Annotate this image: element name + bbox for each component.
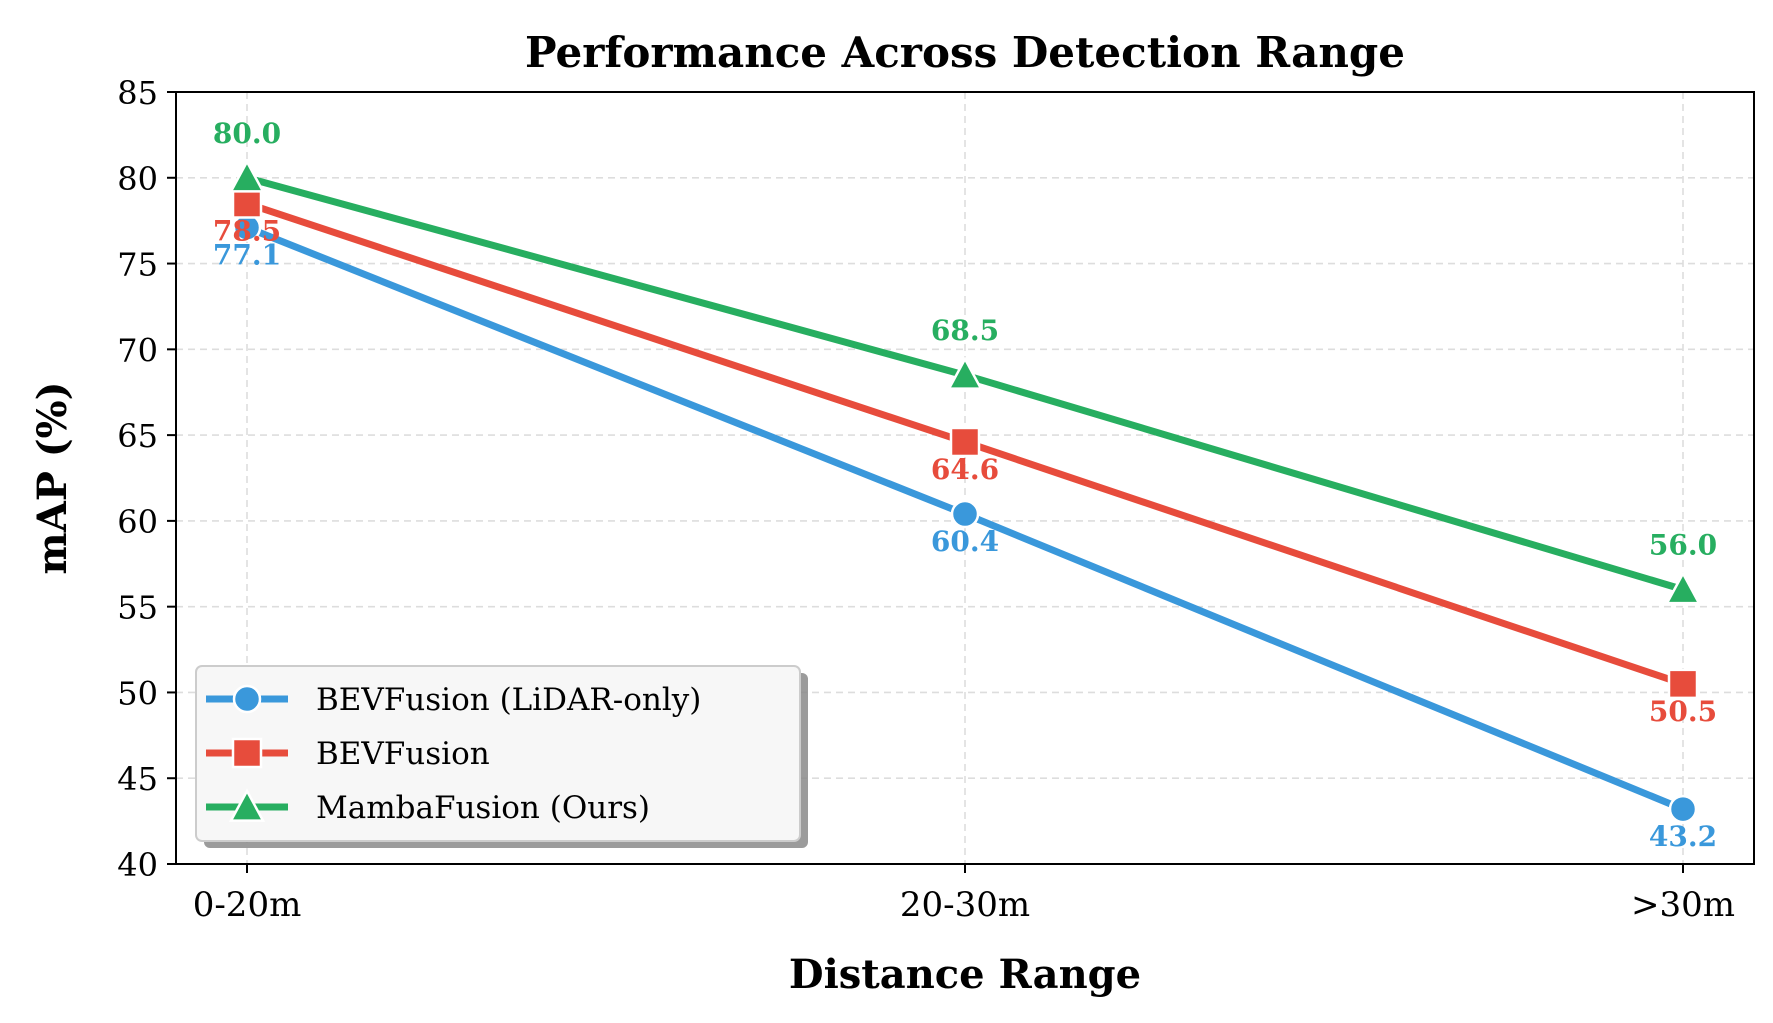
data-label: 56.0	[1649, 529, 1717, 562]
legend-box	[195, 665, 801, 842]
y-tick-label: 45	[117, 760, 158, 798]
data-point-marker	[1668, 794, 1698, 824]
y-tick-label: 55	[117, 589, 158, 627]
data-label: 60.4	[931, 525, 999, 558]
data-label: 78.5	[213, 215, 281, 248]
axis-ticks: 40 45 50 55 60 65 70 75 80 85 0-20m 20-30m >30m	[117, 74, 1735, 925]
y-tick-label: 60	[117, 503, 158, 541]
data-point-marker	[1667, 668, 1699, 700]
y-tick-label: 80	[117, 160, 158, 198]
series-0: 77.1 60.4 43.2	[213, 213, 1717, 853]
data-point-marker	[228, 159, 266, 193]
x-axis-label: Distance Range	[789, 951, 1141, 998]
data-label: 80.0	[213, 117, 281, 150]
series-1: 78.5 64.6 50.5	[213, 188, 1717, 728]
legend-label: MambaFusion (Ours)	[316, 790, 650, 826]
y-tick-label: 75	[117, 246, 158, 284]
y-tick-label: 70	[117, 331, 158, 369]
grid	[176, 92, 1754, 864]
y-tick-label: 50	[117, 674, 158, 712]
y-tick-label: 40	[117, 846, 158, 884]
legend-items: BEVFusion (LiDAR-only) BEVFusion MambaFusi…	[206, 682, 701, 826]
data-point-marker	[946, 356, 984, 390]
legend-label: BEVFusion	[316, 736, 490, 772]
legend-marker	[232, 684, 262, 714]
data-point-marker	[1664, 570, 1702, 605]
data-point-marker	[949, 426, 981, 458]
x-tick-label: 0-20m	[193, 885, 302, 925]
data-label: 77.1	[213, 239, 281, 272]
data-point-marker	[950, 499, 980, 529]
legend-label: BEVFusion (LiDAR-only)	[316, 682, 701, 718]
data-label: 50.5	[1649, 695, 1717, 728]
x-tick-label: 20-30m	[900, 885, 1030, 925]
series-layer: 77.1 60.4 43.2 78.5 64.6 50.5 80.0 68.5 56.0	[213, 117, 1717, 853]
y-tick-label: 65	[117, 417, 158, 455]
legend: BEVFusion (LiDAR-only) BEVFusion MambaFusi…	[195, 665, 808, 848]
y-axis-label: mAP (%)	[29, 381, 76, 574]
y-tick-label: 85	[117, 74, 158, 112]
data-point-marker	[231, 188, 263, 219]
data-label: 64.6	[931, 453, 999, 486]
chart-title: Performance Across Detection Range	[525, 28, 1405, 77]
series-2: 80.0 68.5 56.0	[213, 117, 1717, 605]
data-label: 43.2	[1649, 820, 1717, 853]
legend-marker	[228, 788, 266, 822]
x-tick-label: >30m	[1631, 885, 1735, 925]
legend-marker	[231, 737, 263, 769]
data-label: 68.5	[931, 314, 999, 347]
